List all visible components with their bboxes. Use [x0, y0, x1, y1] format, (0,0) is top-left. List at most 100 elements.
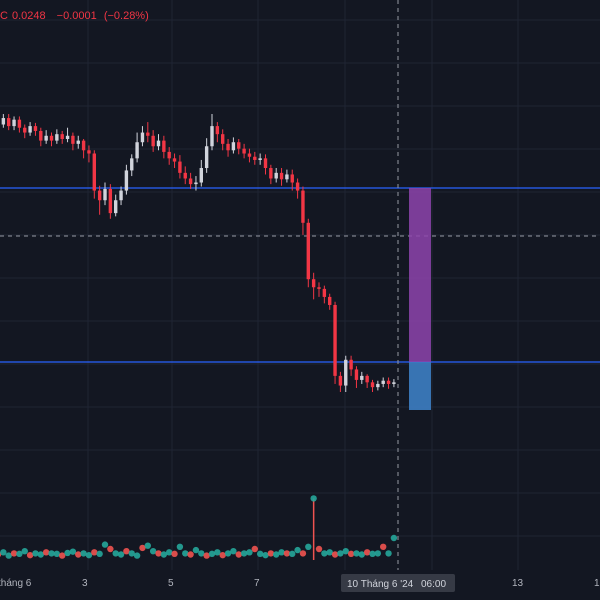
candle-body[interactable] — [279, 172, 284, 180]
candle-body[interactable] — [354, 369, 359, 380]
candle-body[interactable] — [253, 156, 257, 160]
indicator-dot — [305, 543, 312, 550]
indicator-dot — [16, 550, 23, 558]
indicator-dot — [230, 548, 237, 555]
candle-body[interactable] — [124, 170, 129, 191]
candle-body[interactable] — [108, 188, 113, 214]
candle-body[interactable] — [290, 174, 294, 183]
candle-body[interactable] — [140, 132, 145, 143]
candle-body[interactable] — [258, 158, 262, 160]
indicator-dot — [149, 548, 157, 555]
candle-body[interactable] — [269, 168, 273, 179]
candle-body[interactable] — [12, 119, 16, 127]
candle-body[interactable] — [87, 150, 91, 154]
indicator-dot — [235, 551, 242, 558]
indicator-dot — [198, 550, 205, 557]
stop-loss-zone[interactable] — [409, 362, 431, 410]
candle-body[interactable] — [76, 140, 80, 144]
candle-body[interactable] — [188, 178, 193, 185]
candle-body[interactable] — [285, 174, 289, 180]
change-value: −0.0001 — [56, 10, 97, 22]
indicator-dot — [374, 550, 382, 557]
indicator-dot — [139, 544, 146, 552]
candle-body[interactable] — [33, 126, 38, 131]
indicator-dot — [48, 550, 55, 557]
indicator-dot — [155, 550, 162, 557]
candle-body[interactable] — [103, 188, 107, 201]
candle-body[interactable] — [7, 118, 11, 127]
indicator-dot — [96, 550, 103, 558]
candle-body[interactable] — [226, 143, 230, 151]
candle-body[interactable] — [333, 304, 337, 376]
indicator-dot — [240, 550, 248, 557]
candle-body[interactable] — [172, 158, 177, 162]
candle-body[interactable] — [1, 118, 6, 125]
candle-body[interactable] — [381, 380, 385, 384]
candle-body[interactable] — [274, 172, 278, 179]
candle-body[interactable] — [183, 172, 187, 179]
candle-body[interactable] — [221, 134, 225, 144]
take-profit-zone[interactable] — [409, 188, 431, 362]
candle-body[interactable] — [376, 383, 380, 388]
candle-body[interactable] — [44, 135, 48, 141]
candle-body[interactable] — [151, 135, 155, 147]
crosshair-date-label: 10 Tháng 6 '24 — [347, 579, 414, 590]
candle-body[interactable] — [17, 119, 22, 128]
candle-body[interactable] — [178, 161, 182, 173]
candle-body[interactable] — [60, 134, 64, 140]
candle-body[interactable] — [135, 142, 139, 159]
candle-body[interactable] — [301, 190, 305, 223]
candle-body[interactable] — [23, 127, 27, 133]
candle-body[interactable] — [39, 130, 43, 141]
candle-body[interactable] — [210, 126, 214, 147]
candle-body[interactable] — [119, 190, 123, 201]
candle-body[interactable] — [349, 359, 353, 370]
candle-body[interactable] — [199, 168, 203, 183]
candle-body[interactable] — [263, 158, 268, 169]
candle-body[interactable] — [28, 126, 32, 133]
candle-body[interactable] — [322, 288, 327, 297]
candle-body[interactable] — [365, 375, 369, 383]
candle-body[interactable] — [146, 132, 150, 136]
indicator-dot — [171, 550, 178, 558]
candle-body[interactable] — [204, 146, 209, 169]
candle-body[interactable] — [167, 151, 171, 159]
candle-body[interactable] — [65, 135, 70, 140]
candle-body[interactable] — [360, 375, 364, 380]
candle-body[interactable] — [247, 153, 252, 157]
candle-body[interactable] — [71, 135, 75, 144]
candle-body[interactable] — [317, 287, 321, 289]
candle-body[interactable] — [344, 359, 348, 386]
candle-body[interactable] — [231, 142, 236, 151]
candle-body[interactable] — [392, 382, 396, 384]
indicator-dot — [219, 551, 226, 559]
x-axis-tick-label: 7 — [254, 578, 260, 589]
indicator-dot — [326, 549, 333, 556]
candle-body[interactable] — [370, 382, 375, 388]
candle-body[interactable] — [215, 126, 220, 135]
candle-body[interactable] — [97, 190, 102, 201]
candle-body[interactable] — [311, 279, 316, 288]
candle-body[interactable] — [162, 140, 166, 152]
indicator-dot — [176, 543, 184, 550]
candle-body[interactable] — [194, 182, 198, 185]
candle-body[interactable] — [49, 135, 54, 141]
candle-body[interactable] — [242, 148, 246, 154]
candle-body[interactable] — [114, 200, 118, 214]
candle-body[interactable] — [130, 158, 134, 171]
candle-body[interactable] — [92, 153, 96, 191]
candle-body[interactable] — [338, 375, 343, 386]
candle-body[interactable] — [81, 140, 86, 151]
candle-body[interactable] — [386, 380, 391, 384]
candle-body[interactable] — [156, 140, 161, 147]
candle-body[interactable] — [295, 182, 300, 191]
candle-body[interactable] — [55, 134, 59, 141]
candle-body[interactable] — [237, 142, 241, 149]
candle-body[interactable] — [328, 296, 332, 305]
indicator-dot — [0, 549, 7, 556]
close-label: C 0.0248 — [0, 10, 46, 22]
candle-body[interactable] — [306, 222, 310, 280]
indicator-dot — [256, 550, 264, 558]
